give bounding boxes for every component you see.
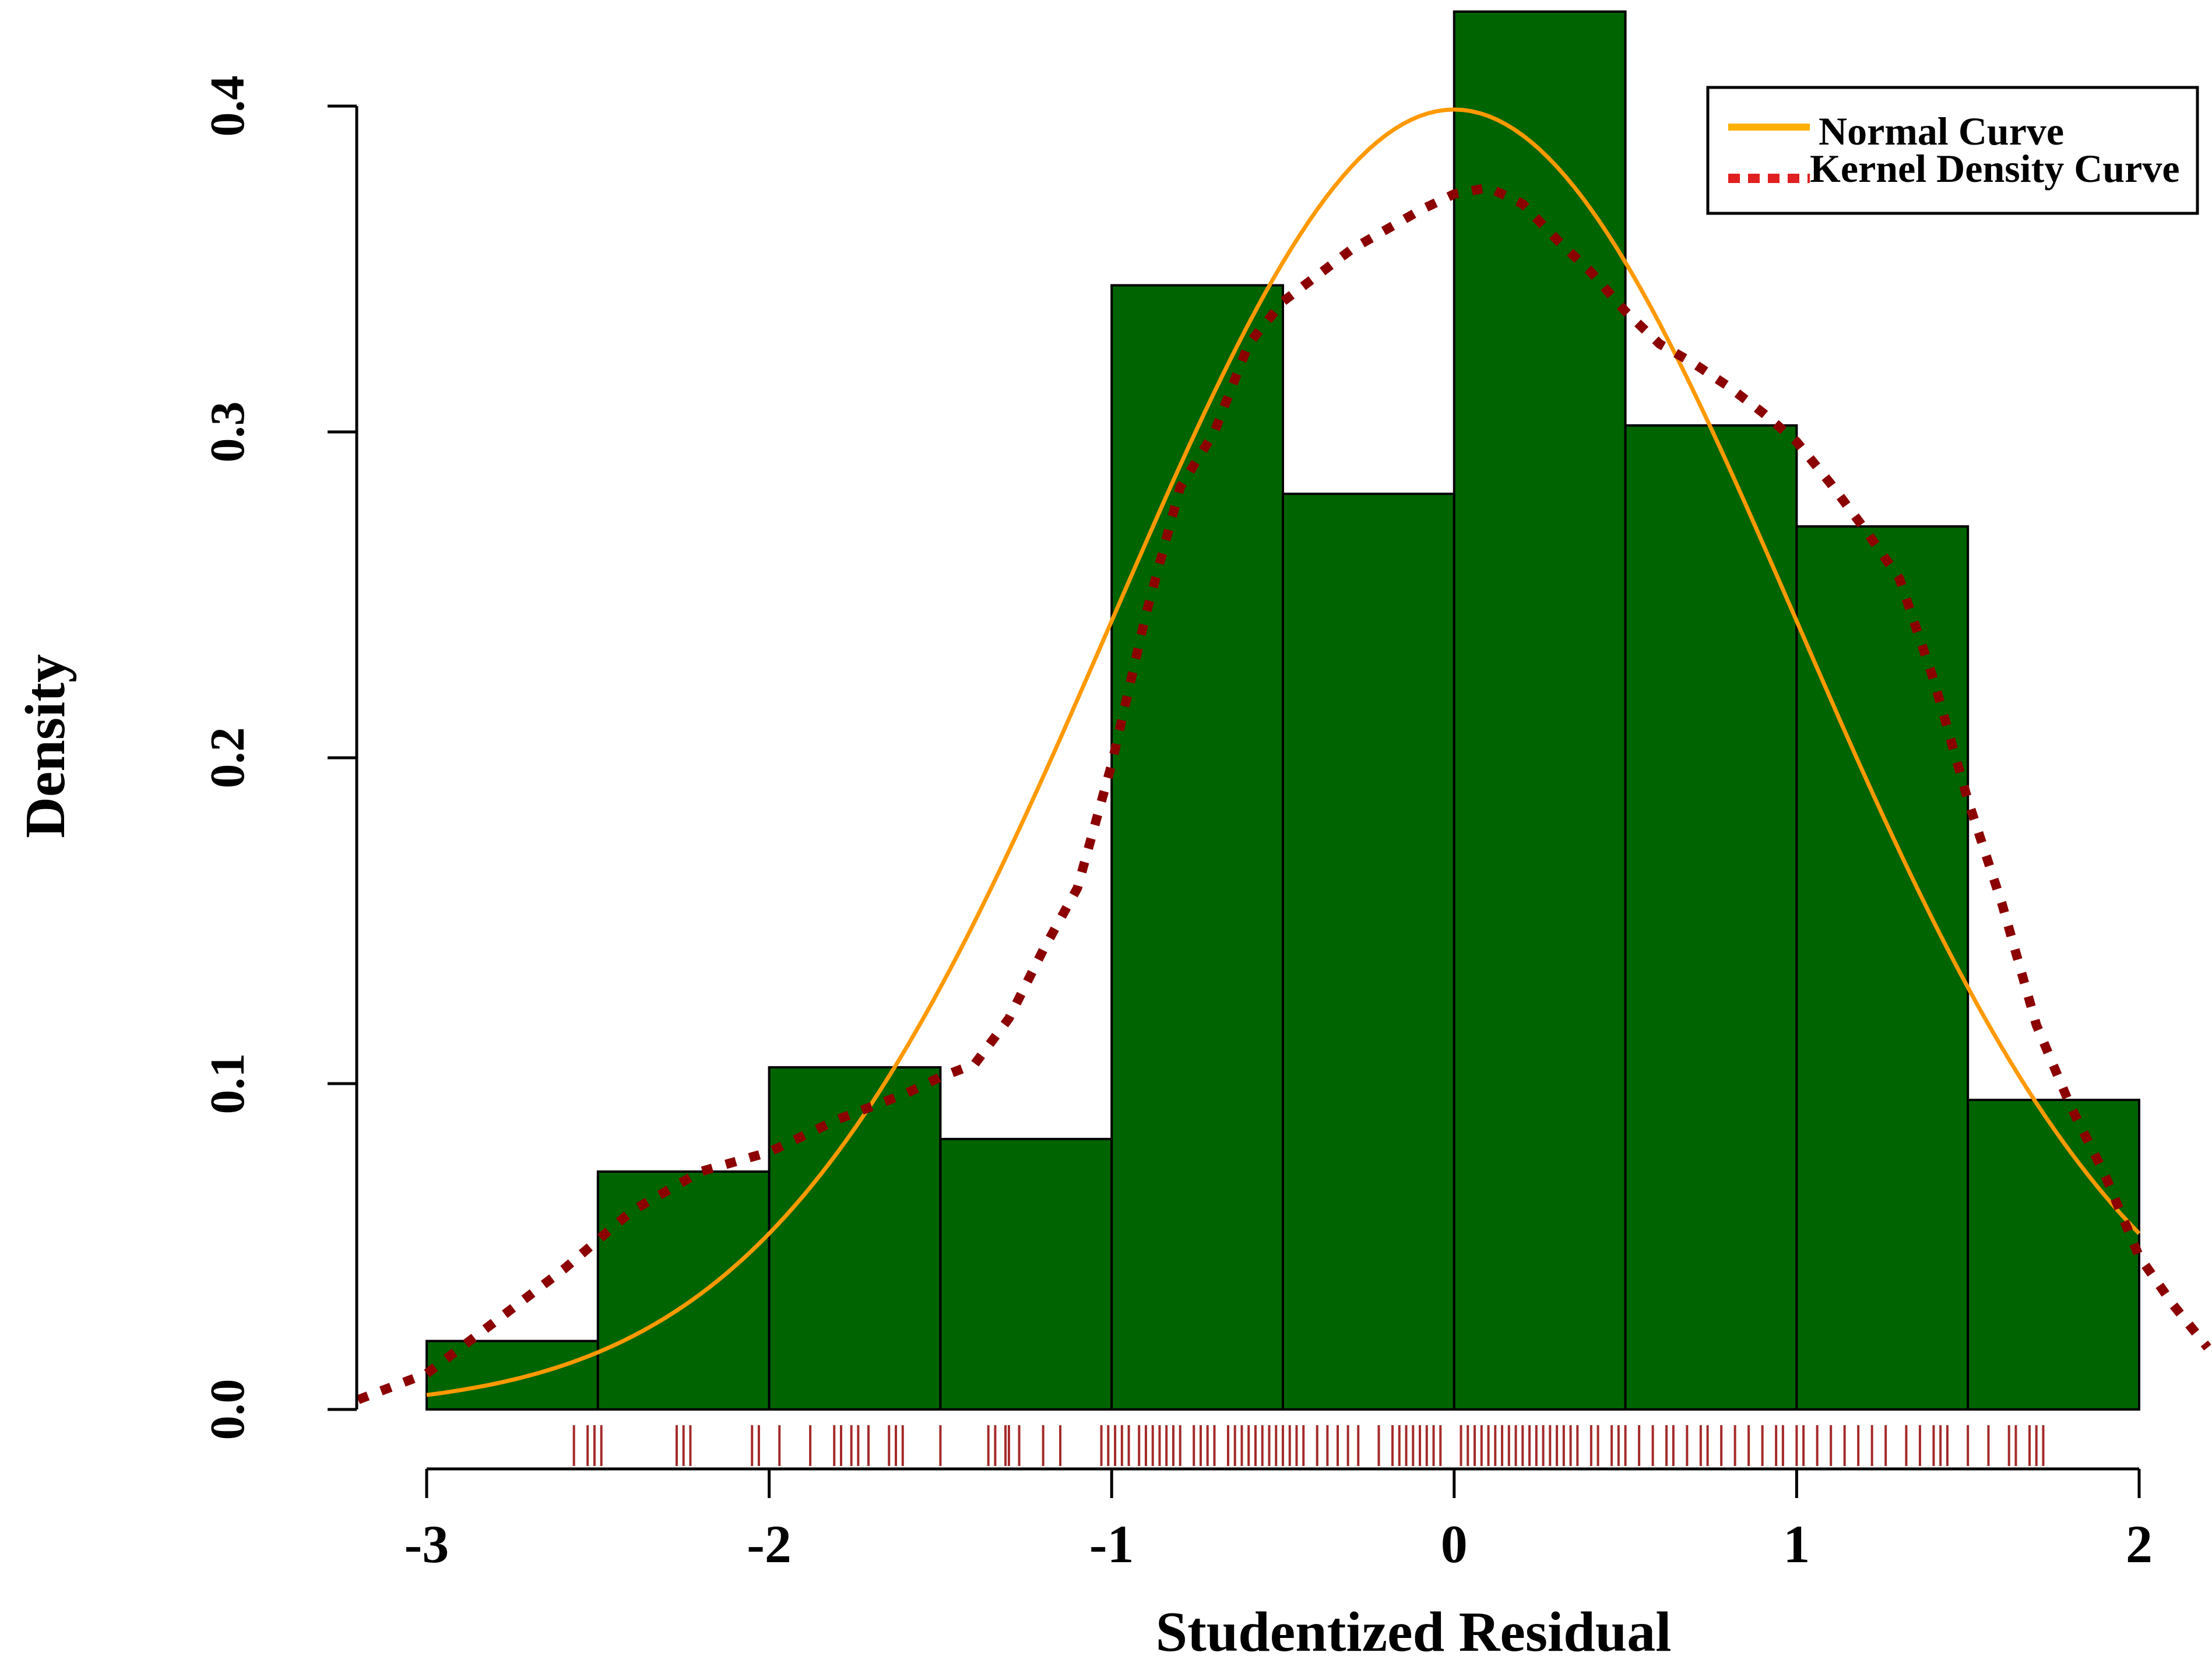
histogram-bar-6	[1453, 10, 1627, 1411]
x-tick-label-5: 2	[2126, 1514, 2153, 1574]
histogram-bar-4	[1110, 284, 1284, 1411]
histogram-bars	[425, 10, 2140, 1411]
y-axis-label: Density	[14, 654, 77, 838]
rug-marks	[572, 1425, 2045, 1466]
histogram-bar-8	[1795, 525, 1970, 1411]
histogram-bar-2	[768, 1066, 942, 1411]
legend: Normal Curve Kernel Density Curve	[1706, 86, 2199, 215]
legend-box	[1706, 86, 2199, 215]
histogram-bar-5	[1282, 493, 1455, 1411]
kernel-density-line	[356, 182, 2211, 1404]
x-tick-label-2: -1	[1089, 1514, 1134, 1574]
histogram-bar-0	[425, 1340, 599, 1411]
histogram-bar-9	[1967, 1098, 2140, 1411]
legend-label-normal: Normal Curve	[1819, 109, 2064, 153]
x-tick-label-0: -3	[405, 1514, 449, 1574]
legend-label-kernel: Kernel Density Curve	[1810, 146, 2180, 191]
y-tick-label-1: 0.1	[201, 1053, 255, 1115]
y-tick-label-2: 0.2	[201, 727, 255, 789]
x-axis-label: Studentized Residual	[1156, 1601, 1672, 1664]
x-tick-label-3: 0	[1441, 1514, 1468, 1574]
normal-curve-line	[426, 107, 2141, 1397]
y-axis: 0.0 0.1 0.2 0.3 0.4	[201, 76, 358, 1440]
histogram-bar-1	[596, 1170, 771, 1411]
x-axis: -3 -2 -1 0 1 2	[405, 1467, 2153, 1574]
x-tick-label-4: 1	[1783, 1514, 1810, 1574]
y-tick-label-4: 0.4	[201, 76, 255, 137]
histogram-bar-3	[939, 1138, 1113, 1411]
y-tick-label-3: 0.3	[201, 402, 255, 463]
x-tick-label-1: -2	[747, 1514, 792, 1574]
y-tick-label-0: 0.0	[201, 1379, 255, 1440]
histogram-bar-7	[1624, 424, 1798, 1411]
